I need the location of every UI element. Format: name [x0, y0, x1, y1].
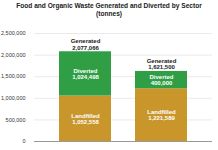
svg-text:Generated1,621,500: Generated1,621,500	[147, 58, 177, 70]
svg-text:Landfilled1,221,589: Landfilled1,221,589	[147, 109, 176, 121]
svg-text:2,000,000: 2,000,000	[1, 52, 25, 58]
svg-text:1,000,000: 1,000,000	[1, 95, 25, 101]
svg-text:Landfilled1,052,558: Landfilled1,052,558	[71, 113, 100, 125]
svg-text:Diverted1,024,498: Diverted1,024,498	[72, 68, 99, 80]
svg-text:Generated2,077,066: Generated2,077,066	[71, 39, 101, 51]
svg-text:2,500,000: 2,500,000	[1, 30, 25, 36]
svg-text:1,500,000: 1,500,000	[1, 74, 25, 80]
svg-text:500,000: 500,000	[6, 117, 26, 123]
svg-text:Diverted400,000: Diverted400,000	[149, 74, 173, 86]
svg-text:0: 0	[22, 138, 25, 144]
html-text:Food and Organic Waste Generat: Food and Organic Waste Generated and Div…	[16, 2, 202, 17]
